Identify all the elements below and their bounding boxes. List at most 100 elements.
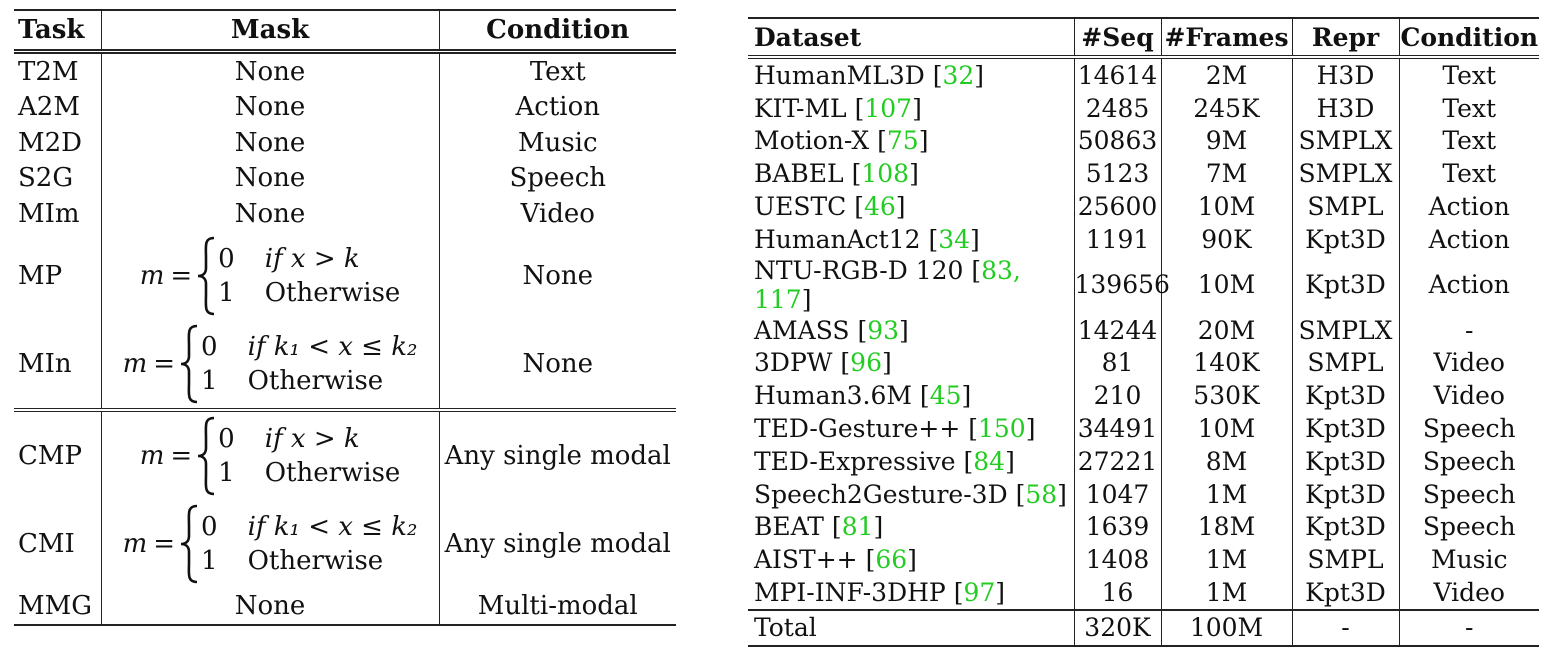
seq-cell: 1639: [1073, 510, 1161, 544]
task-cell: MMG: [18, 590, 93, 621]
seq-cell: 16: [1073, 576, 1161, 610]
mask-cell: None: [100, 89, 440, 125]
citation-link[interactable]: 96: [850, 348, 882, 378]
seq-cell: 210: [1073, 379, 1161, 413]
mask-cell: None: [100, 196, 440, 232]
citation-link[interactable]: 32: [942, 60, 975, 90]
dataset-name-cell: AIST++ [66]: [754, 545, 917, 575]
mask-cell: m = 0 if x > k 1 Otherwise: [100, 231, 440, 320]
header-seq: #Seq: [1073, 18, 1161, 57]
condition-cell: Video: [1398, 379, 1539, 413]
dataset-name-cell: AMASS [93]: [754, 315, 909, 345]
mask-formula: m = 0 if x > k 1 Otherwise: [139, 236, 400, 316]
dataset-row: KIT-ML [107] 2485 245K H3D Text: [748, 91, 1539, 125]
repr-cell: Kpt3D: [1291, 222, 1399, 256]
task-row: A2M None Action: [14, 89, 676, 125]
case-value-0: 0: [218, 243, 235, 274]
dataset-name-cell: TED-Expressive [84]: [754, 446, 1015, 476]
task-row: CMI m = 0 if k₁ < x ≤ k₂ 1 Otherwise Any single…: [14, 499, 676, 588]
condition-cell: None: [522, 260, 594, 291]
formula-cases: 0 if k₁ < x ≤ k₂ 1 Otherwise: [201, 512, 417, 576]
case-otherwise: Otherwise: [247, 545, 384, 576]
seq-cell: 1047: [1073, 477, 1161, 511]
dataset-table: Dataset #Seq #Frames Repr Condition Huma…: [748, 17, 1539, 647]
condition-cell: -: [1398, 313, 1539, 347]
condition-cell: Video: [1398, 576, 1539, 610]
dataset-name-cell: NTU-RGB-D 120 [83, 117]: [754, 255, 1021, 314]
seq-cell: 320K: [1073, 609, 1161, 646]
citation-link[interactable]: 150: [977, 414, 1026, 444]
citation-link[interactable]: 97: [963, 578, 996, 608]
dataset-row: AMASS [93] 14244 20M SMPLX -: [748, 313, 1539, 347]
seq-cell: 5123: [1073, 157, 1161, 191]
dataset-name-cell: TED-Gesture++ [150]: [754, 414, 1036, 444]
condition-cell: Text: [529, 56, 586, 87]
dataset-row: Motion-X [75] 50863 9M SMPLX Text: [748, 124, 1539, 158]
dataset-name: BABEL: [754, 159, 844, 189]
citation-link[interactable]: 46: [863, 192, 896, 222]
citation-link[interactable]: 58: [1025, 479, 1058, 509]
mask-cell: None: [100, 125, 440, 161]
dataset-table-header-row: Dataset #Seq #Frames Repr Condition: [748, 18, 1539, 57]
frames-cell: 10M: [1160, 255, 1292, 314]
citation-link[interactable]: 107: [864, 93, 913, 123]
task-row: M2D None Music: [14, 125, 676, 161]
seq-cell: 1191: [1073, 222, 1161, 256]
dataset-name-cell: HumanML3D [32]: [754, 60, 985, 90]
mask-cell: m = 0 if k₁ < x ≤ k₂ 1 Otherwise: [100, 319, 440, 410]
task-row: MMG None Multi-modal: [14, 587, 676, 625]
citation-link[interactable]: 75: [886, 126, 919, 156]
mask-cell: None: [100, 587, 440, 625]
left-brace: [196, 236, 218, 316]
seq-cell: 25600: [1073, 190, 1161, 223]
header-condition: Condition: [1398, 18, 1539, 57]
citation-link[interactable]: 45: [929, 381, 962, 411]
formula-eq: =: [170, 260, 193, 291]
frames-cell: 2M: [1160, 57, 1292, 92]
repr-cell: SMPL: [1291, 346, 1399, 380]
citation-link[interactable]: 34: [938, 224, 971, 254]
dataset-name: BEAT: [754, 512, 824, 542]
citation-link[interactable]: 108: [861, 159, 910, 189]
repr-cell: SMPL: [1291, 190, 1399, 223]
citation-link[interactable]: 93: [867, 315, 900, 345]
task-cell: MP: [18, 260, 63, 291]
dataset-row: 3DPW [96] 81 140K SMPL Video: [748, 346, 1539, 380]
frames-cell: 90K: [1160, 222, 1292, 256]
formula-lhs: m: [139, 260, 165, 291]
dataset-name: UESTC: [754, 192, 847, 222]
frames-cell: 1M: [1160, 543, 1292, 577]
formula-cases: 0 if x > k 1 Otherwise: [218, 244, 400, 308]
task-mask-table: Task Mask Condition T2M None Text A2M None Ac…: [14, 9, 676, 626]
seq-cell: 34491: [1073, 412, 1161, 445]
header-repr: Repr: [1291, 18, 1399, 57]
task-cell: CMI: [18, 528, 75, 559]
citation-link[interactable]: 83, 117: [754, 255, 1021, 314]
seq-cell: 14614: [1073, 57, 1161, 92]
frames-cell: 9M: [1160, 124, 1292, 158]
condition-cell: Speech: [1398, 477, 1539, 511]
dataset-name: Total: [754, 613, 817, 643]
dataset-name: Human3.6M: [754, 381, 912, 411]
condition-cell: Speech: [1398, 412, 1539, 445]
dataset-row: Speech2Gesture-3D [58] 1047 1M Kpt3D Speech: [748, 477, 1539, 511]
citation-link[interactable]: 81: [841, 512, 874, 542]
mask-formula: m = 0 if k₁ < x ≤ k₂ 1 Otherwise: [123, 324, 417, 404]
seq-cell: 2485: [1073, 91, 1161, 125]
dataset-row: HumanML3D [32] 14614 2M H3D Text: [748, 57, 1539, 92]
repr-cell: Kpt3D: [1291, 255, 1399, 314]
dataset-row: UESTC [46] 25600 10M SMPL Action: [748, 190, 1539, 223]
dataset-name-cell: HumanAct12 [34]: [754, 224, 980, 254]
frames-cell: 1M: [1160, 477, 1292, 511]
dataset-row: AIST++ [66] 1408 1M SMPL Music: [748, 543, 1539, 577]
dataset-row: BEAT [81] 1639 18M Kpt3D Speech: [748, 510, 1539, 544]
dataset-name: NTU-RGB-D 120: [754, 255, 964, 285]
citation-link[interactable]: 84: [973, 446, 1006, 476]
dataset-name: HumanML3D: [754, 60, 925, 90]
left-brace: [179, 504, 201, 584]
citation-link[interactable]: 66: [875, 545, 908, 575]
header-frames: #Frames: [1160, 18, 1292, 57]
task-cell: A2M: [18, 92, 80, 123]
condition-cell: Speech: [1398, 444, 1539, 478]
case-value-1: 1: [218, 457, 235, 488]
